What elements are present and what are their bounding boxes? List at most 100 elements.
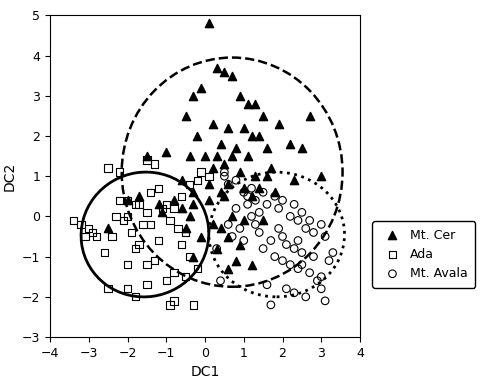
Mt. Cer bbox=[248, 262, 256, 268]
Mt. Avala bbox=[317, 286, 325, 292]
Ada bbox=[135, 241, 143, 247]
Mt. Avala bbox=[263, 282, 271, 288]
Mt. Cer bbox=[104, 225, 112, 231]
Mt. Avala bbox=[321, 298, 329, 304]
Ada bbox=[112, 213, 120, 219]
Mt. Cer bbox=[216, 141, 224, 147]
Ada bbox=[174, 225, 182, 231]
Mt. Avala bbox=[298, 250, 306, 256]
Ada bbox=[120, 217, 128, 223]
Mt. Avala bbox=[310, 254, 318, 260]
Mt. Cer bbox=[298, 145, 306, 151]
Mt. Cer bbox=[317, 173, 325, 179]
Mt. Avala bbox=[216, 278, 224, 284]
Y-axis label: DC2: DC2 bbox=[2, 162, 16, 191]
Mt. Cer bbox=[244, 101, 252, 107]
Mt. Avala bbox=[294, 217, 302, 223]
Mt. Cer bbox=[158, 209, 166, 215]
Ada bbox=[131, 246, 139, 252]
Ada bbox=[178, 241, 186, 247]
Mt. Cer bbox=[170, 197, 178, 203]
Mt. Cer bbox=[259, 217, 267, 223]
Ada bbox=[116, 197, 124, 203]
Mt. Avala bbox=[255, 209, 263, 215]
Mt. Cer bbox=[240, 217, 248, 223]
Ada bbox=[77, 221, 85, 228]
Mt. Avala bbox=[306, 270, 314, 276]
Ada bbox=[182, 273, 190, 280]
Ada bbox=[128, 229, 136, 236]
Mt. Cer bbox=[182, 113, 190, 119]
Mt. Cer bbox=[216, 189, 224, 195]
Ada bbox=[162, 278, 170, 284]
Mt. Cer bbox=[228, 153, 236, 159]
Mt. Cer bbox=[274, 121, 282, 127]
Mt. Cer bbox=[190, 189, 198, 195]
Ada bbox=[143, 282, 151, 288]
Mt. Cer bbox=[190, 254, 198, 260]
Ada bbox=[108, 233, 116, 240]
Ada bbox=[186, 181, 194, 187]
Mt. Cer bbox=[178, 177, 186, 183]
Mt. Cer bbox=[232, 145, 240, 151]
Mt. Avala bbox=[255, 229, 263, 236]
Mt. Cer bbox=[212, 246, 220, 252]
Mt. Avala bbox=[232, 205, 240, 211]
Mt. Avala bbox=[294, 237, 302, 244]
Mt. Cer bbox=[228, 213, 236, 219]
Mt. Cer bbox=[197, 85, 205, 91]
Mt. Cer bbox=[240, 185, 248, 191]
Mt. Cer bbox=[135, 193, 143, 199]
Mt. Avala bbox=[282, 286, 290, 292]
Ada bbox=[150, 257, 158, 264]
Ada bbox=[150, 161, 158, 167]
Ada bbox=[124, 213, 132, 219]
Mt. Cer bbox=[220, 193, 228, 199]
Mt. Avala bbox=[248, 185, 256, 191]
Ada bbox=[190, 302, 198, 308]
Ada bbox=[143, 262, 151, 268]
Mt. Avala bbox=[267, 302, 275, 308]
Ada bbox=[186, 254, 194, 260]
Mt. Cer bbox=[244, 153, 252, 159]
Mt. Avala bbox=[271, 193, 279, 199]
Ada bbox=[88, 229, 96, 236]
Ada bbox=[143, 209, 151, 215]
Mt. Avala bbox=[302, 225, 310, 231]
Mt. Avala bbox=[321, 233, 329, 240]
Ada bbox=[84, 225, 93, 231]
Mt. Cer bbox=[228, 72, 236, 79]
Mt. Avala bbox=[271, 254, 279, 260]
Ada bbox=[92, 233, 100, 240]
Mt. Avala bbox=[290, 290, 298, 296]
Ada bbox=[154, 237, 162, 244]
Mt. Avala bbox=[259, 189, 267, 195]
Mt. Cer bbox=[263, 173, 271, 179]
Mt. Cer bbox=[197, 233, 205, 240]
Mt. Cer bbox=[205, 197, 213, 203]
Ada bbox=[170, 205, 178, 211]
Mt. Avala bbox=[298, 262, 306, 268]
Mt. Cer bbox=[186, 213, 194, 219]
Mt. Cer bbox=[263, 145, 271, 151]
Ada bbox=[197, 169, 205, 175]
Legend: Mt. Cer, Ada, Mt. Avala: Mt. Cer, Ada, Mt. Avala bbox=[372, 221, 475, 288]
Mt. Cer bbox=[205, 20, 213, 26]
Mt. Cer bbox=[255, 133, 263, 139]
Ada bbox=[139, 221, 147, 228]
Mt. Cer bbox=[286, 141, 294, 147]
Ada bbox=[100, 250, 108, 256]
Mt. Cer bbox=[209, 121, 217, 127]
Mt. Cer bbox=[255, 185, 263, 191]
Mt. Cer bbox=[236, 169, 244, 175]
Ada bbox=[143, 157, 151, 163]
Ada bbox=[158, 205, 166, 211]
Mt. Avala bbox=[278, 233, 286, 240]
Mt. Cer bbox=[220, 161, 228, 167]
Mt. Avala bbox=[290, 201, 298, 207]
Mt. Avala bbox=[306, 217, 314, 223]
Mt. Cer bbox=[252, 101, 260, 107]
Ada bbox=[124, 262, 132, 268]
Mt. Avala bbox=[274, 225, 282, 231]
Mt. Avala bbox=[252, 221, 260, 228]
